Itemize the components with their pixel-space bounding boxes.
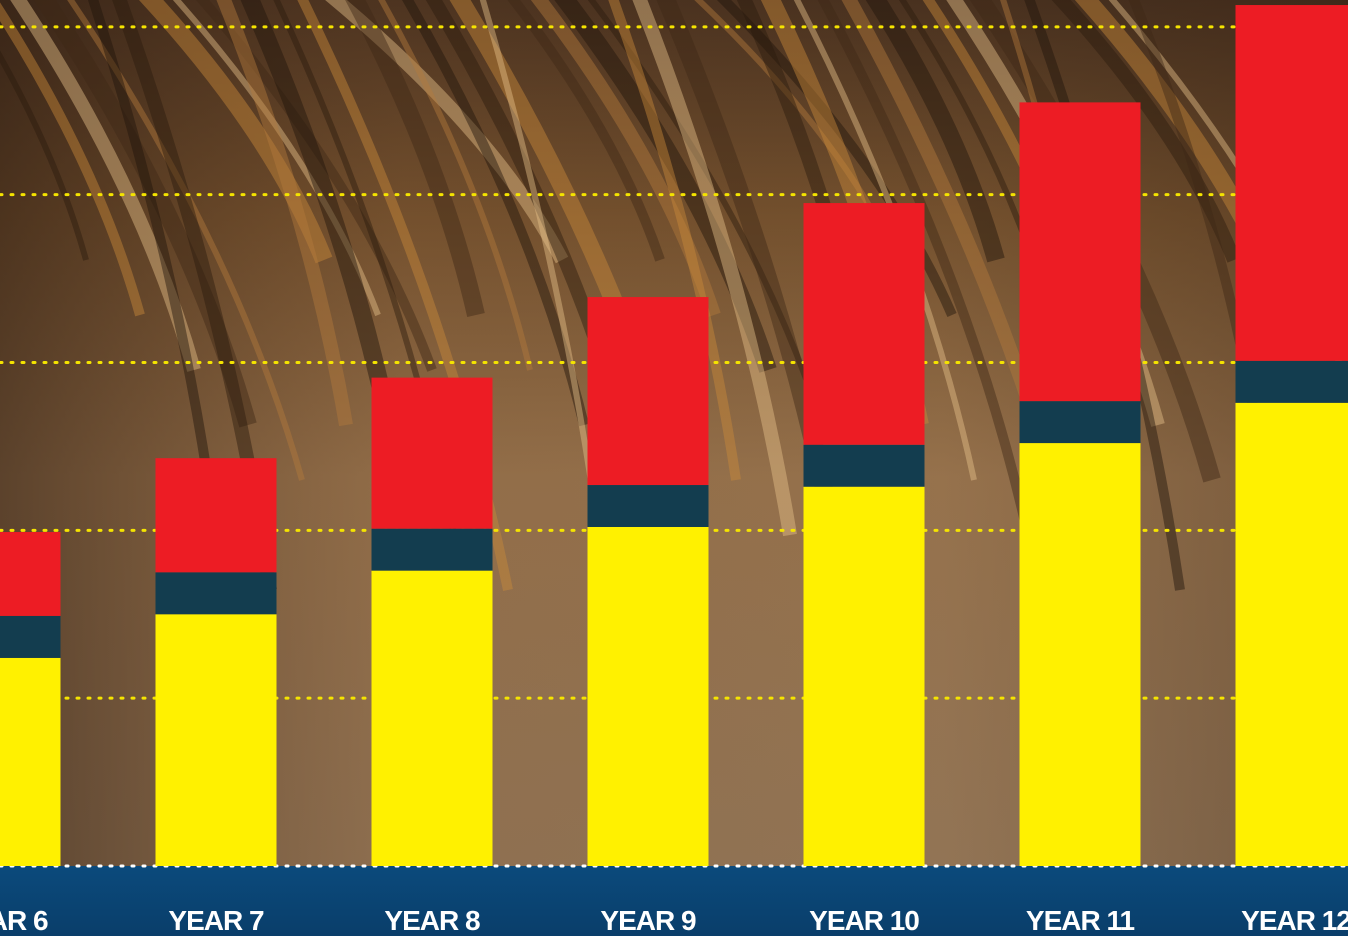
- rock-streak: [378, 0, 533, 371]
- rock-streak: [10, 0, 201, 372]
- bar-segment-1: [587, 485, 709, 527]
- rock-streak: [507, 0, 665, 262]
- rock-streak: [216, 0, 353, 427]
- rock-streak: [401, 0, 589, 427]
- rock-streak: [587, 0, 825, 426]
- rock-streak: [608, 0, 741, 481]
- rock-streak: [817, 0, 1033, 537]
- rock-streak: [0, 2, 145, 317]
- bar-segment-2: [155, 458, 277, 573]
- bar-segment-1: [0, 615, 61, 658]
- rock-streak: [172, 0, 381, 317]
- bar-segment-0: [0, 657, 61, 866]
- x-tick-label: YEAR 8: [384, 905, 480, 936]
- bar-segment-0: [1235, 402, 1348, 866]
- rock-streak: [345, 0, 485, 318]
- x-tick-label: YEAR 12: [1241, 905, 1348, 936]
- bar-segment-1: [371, 528, 493, 571]
- rock-streak: [33, 0, 257, 428]
- bar-segment-2: [1019, 102, 1141, 402]
- bar-segment-1: [155, 572, 277, 615]
- bar-segment-0: [1019, 443, 1141, 866]
- x-tick-label: YEAR 6: [0, 905, 48, 936]
- bar-segment-1: [1019, 401, 1141, 444]
- bars: [0, 5, 1348, 866]
- bar-segment-1: [803, 444, 925, 487]
- rock-streak: [554, 0, 777, 373]
- axis-band: [0, 866, 1348, 936]
- bar-segment-0: [587, 526, 709, 866]
- rock-streak: [67, 0, 305, 481]
- bar-segment-0: [803, 486, 925, 866]
- bar-segment-2: [371, 377, 493, 529]
- bar-segment-2: [1235, 5, 1348, 361]
- rock-streak: [716, 0, 957, 317]
- rock-streak: [0, 50, 89, 261]
- rock-streak: [1051, 0, 1241, 263]
- bar-segment-1: [1235, 360, 1348, 403]
- rock-streak: [196, 0, 437, 372]
- rock-streak: [530, 0, 721, 318]
- x-tick-label: YEAR 7: [168, 905, 264, 936]
- rock-streak: [632, 0, 797, 537]
- bar-segment-0: [155, 614, 277, 866]
- rock-streak: [325, 0, 569, 264]
- bar-segment-0: [371, 570, 493, 866]
- bar-segment-2: [0, 532, 61, 616]
- x-tick-labels: YEAR 6 YEAR 7 YEAR 8 YEAR 9 YEAR 10 YEAR 11 YE…: [0, 905, 1348, 936]
- bar-segment-2: [803, 203, 925, 445]
- x-tick-label: YEAR 10: [809, 905, 919, 936]
- bar-segment-2: [587, 297, 709, 486]
- x-tick-label: YEAR 9: [600, 905, 696, 936]
- x-tick-label: YEAR 11: [1026, 905, 1135, 936]
